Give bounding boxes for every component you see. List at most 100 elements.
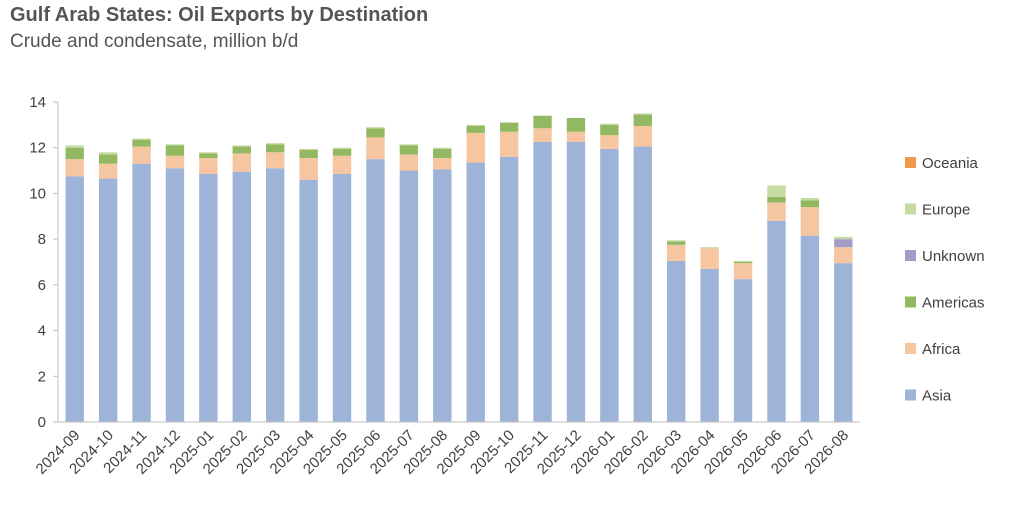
chart-title: Gulf Arab States: Oil Exports by Destina… [10, 4, 429, 26]
bar-africa-2025-10 [499, 131, 519, 157]
bar-europe-2025-07 [399, 144, 419, 146]
bar-asia-2024-11 [132, 163, 151, 422]
bar-americas-2025-03 [266, 144, 285, 153]
bar-europe-2026-06 [767, 185, 786, 197]
bar-africa-2026-05 [733, 263, 753, 280]
bar-europe-2024-12 [165, 144, 185, 146]
bar-africa-2025-08 [433, 158, 452, 170]
bar-africa-2024-09 [65, 159, 84, 177]
legend-swatch-asia [905, 389, 916, 401]
bar-africa-2026-03 [667, 244, 686, 261]
bar-asia-2025-08 [433, 169, 452, 422]
bar-europe-2026-07 [800, 198, 820, 201]
legend-swatch-unknown [905, 250, 916, 261]
bar-asia-2026-08 [834, 263, 853, 422]
bar-europe-2026-01 [600, 123, 619, 125]
bar-asia-2026-02 [633, 146, 652, 423]
x-axis: 2024-092024-102024-112024-122025-012025-… [33, 421, 860, 478]
legend-label-africa: Africa [922, 341, 961, 358]
bar-asia-2026-06 [767, 220, 786, 422]
bar-europe-2024-09 [65, 145, 84, 148]
bar-asia-2025-10 [499, 156, 519, 422]
bar-asia-2026-03 [667, 260, 686, 422]
bar-asia-2024-10 [98, 178, 118, 422]
bar-americas-2025-01 [199, 153, 218, 158]
bar-europe-2025-06 [366, 127, 385, 129]
bar-africa-2026-04 [700, 248, 719, 269]
bar-europe-2024-11 [132, 138, 151, 140]
bar-africa-2026-08 [834, 247, 853, 264]
y-tick-label: 6 [38, 277, 46, 294]
bar-africa-2024-12 [165, 155, 185, 169]
bar-africa-2025-01 [199, 158, 218, 174]
bar-americas-2024-09 [65, 147, 84, 160]
bar-europe-2025-05 [332, 147, 352, 149]
bar-africa-2025-12 [566, 131, 586, 142]
bar-europe-2026-02 [633, 113, 652, 115]
bar-americas-2026-02 [633, 114, 652, 126]
bar-europe-2024-10 [98, 152, 118, 155]
bar-africa-2026-02 [633, 126, 652, 147]
bar-unknown-2026-08 [834, 239, 853, 248]
bar-asia-2025-12 [566, 142, 586, 422]
bars-area [65, 113, 853, 423]
bar-africa-2025-03 [266, 152, 285, 169]
bar-africa-2025-09 [466, 132, 485, 163]
y-tick-label: 8 [38, 231, 46, 248]
bar-asia-2026-07 [800, 235, 820, 422]
bar-americas-2026-07 [800, 200, 820, 208]
y-axis: 0 2 4 6 8 10 12 14 [29, 94, 59, 431]
y-tick-label: 14 [29, 94, 46, 111]
y-tick-label: 0 [38, 414, 46, 431]
bar-asia-2025-01 [199, 174, 218, 422]
legend-swatch-africa [905, 343, 916, 354]
bar-americas-2024-10 [98, 154, 118, 164]
bar-asia-2025-06 [366, 159, 385, 422]
bar-europe-2025-02 [232, 145, 251, 147]
bar-africa-2025-04 [299, 158, 318, 180]
bar-asia-2026-01 [600, 148, 619, 422]
bar-americas-2025-11 [533, 115, 552, 129]
legend-label-americas: Americas [922, 295, 985, 312]
bar-europe-2026-08 [834, 236, 853, 240]
bar-americas-2025-07 [399, 145, 419, 155]
bar-asia-2025-04 [299, 179, 318, 422]
y-tick-label: 12 [29, 140, 46, 157]
bar-africa-2025-07 [399, 154, 419, 171]
bar-asia-2025-02 [232, 171, 251, 422]
bar-africa-2026-07 [800, 207, 820, 236]
legend-swatch-americas [905, 296, 916, 308]
bar-europe-2025-03 [266, 143, 285, 145]
bar-africa-2025-11 [533, 128, 552, 142]
bar-americas-2026-05 [733, 262, 753, 264]
bar-africa-2025-06 [366, 137, 385, 160]
bar-africa-2024-10 [98, 163, 118, 179]
bar-americas-2026-06 [767, 196, 786, 203]
bar-americas-2025-02 [232, 146, 251, 154]
bar-europe-2025-04 [299, 148, 318, 150]
bar-europe-2025-01 [199, 152, 218, 154]
bar-africa-2026-06 [767, 202, 786, 221]
bar-asia-2026-05 [733, 279, 753, 422]
bar-americas-2024-12 [165, 145, 185, 156]
legend-label-oceania: Oceania [922, 155, 979, 172]
bar-europe-2025-09 [466, 124, 485, 126]
bar-asia-2024-12 [165, 168, 185, 422]
bar-asia-2026-04 [700, 268, 719, 422]
bar-americas-2026-03 [667, 241, 686, 245]
legend-label-unknown: Unknown [922, 248, 985, 265]
bar-europe-2026-04 [700, 247, 719, 249]
chart-subtitle: Crude and condensate, million b/d [10, 31, 299, 52]
bar-europe-2026-05 [733, 260, 753, 262]
bar-americas-2025-09 [466, 126, 485, 133]
bar-asia-2025-07 [399, 170, 419, 422]
y-tick-label: 10 [29, 185, 46, 202]
bar-americas-2025-10 [499, 122, 519, 132]
legend-label-asia: Asia [922, 388, 952, 405]
bar-africa-2026-01 [600, 135, 619, 149]
legend-swatch-oceania [905, 157, 916, 168]
bar-asia-2025-11 [533, 142, 552, 422]
y-tick-label: 4 [38, 323, 46, 340]
bar-asia-2025-03 [266, 168, 285, 422]
